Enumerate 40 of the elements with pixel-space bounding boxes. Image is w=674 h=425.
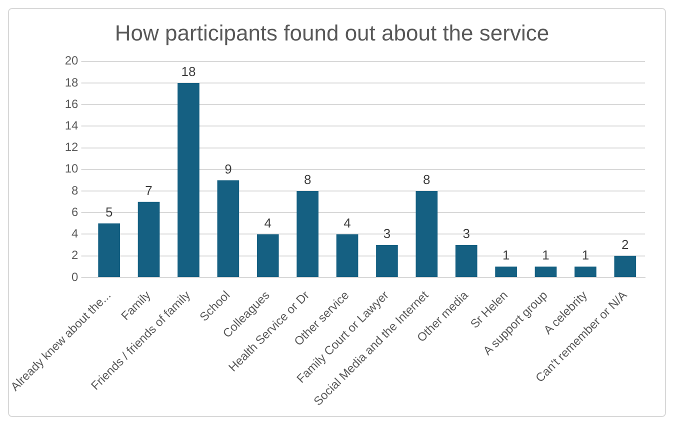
bar: [455, 245, 478, 277]
y-tick-label: 2: [72, 248, 79, 262]
bar: [574, 266, 596, 277]
y-tick-label: 18: [64, 75, 79, 90]
data-label: 3: [462, 226, 470, 242]
bar: [495, 266, 517, 277]
bar: [138, 202, 160, 277]
bar: [256, 234, 279, 277]
y-tick-label: 6: [72, 204, 79, 219]
y-tick-label: 20: [64, 54, 79, 68]
data-label: 7: [145, 182, 152, 198]
data-label: 8: [304, 172, 312, 188]
data-label: 4: [344, 215, 351, 230]
bar: [178, 83, 200, 277]
data-label: 1: [502, 248, 510, 263]
bar: [376, 245, 398, 277]
y-tick-label: 14: [64, 118, 79, 133]
bar: [614, 256, 636, 277]
bar: [336, 234, 358, 277]
chart-title: How participants found out about the service: [114, 20, 550, 46]
data-label: 8: [423, 172, 430, 188]
y-tick-label: 10: [64, 162, 79, 176]
data-label: 5: [105, 204, 113, 220]
bar: [217, 180, 240, 277]
data-label: 18: [181, 64, 196, 80]
data-label: 3: [383, 226, 391, 242]
y-tick-label: 8: [72, 183, 79, 198]
data-label: 4: [264, 215, 272, 230]
bar: [534, 266, 557, 277]
data-label: 9: [224, 161, 232, 176]
data-label: 1: [542, 248, 550, 263]
y-tick-label: 12: [64, 140, 79, 154]
data-label: 1: [582, 248, 590, 263]
bar: [98, 223, 120, 277]
y-tick-label: 4: [72, 226, 79, 241]
data-label: 2: [622, 236, 629, 252]
bar: [296, 191, 318, 277]
bar: [416, 191, 438, 277]
y-tick-label: 0: [72, 270, 79, 284]
y-tick-label: 16: [64, 96, 79, 111]
